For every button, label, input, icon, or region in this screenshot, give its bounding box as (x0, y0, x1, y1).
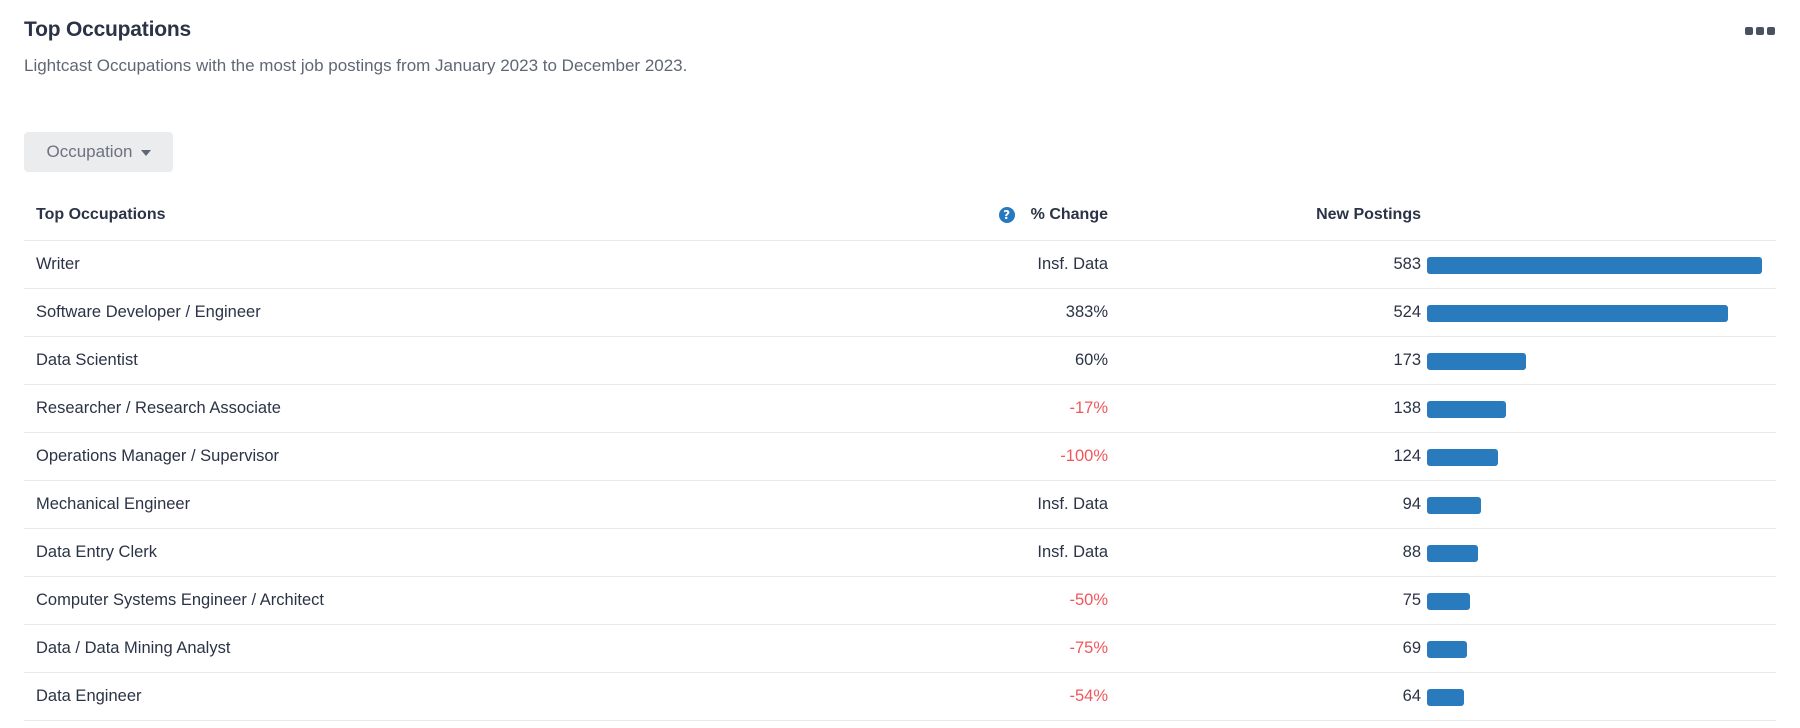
postings-bar-track (1427, 305, 1762, 322)
postings-bar (1427, 449, 1498, 466)
occupation-name: Operations Manager / Supervisor (36, 447, 280, 465)
new-postings-value: 75 (1402, 591, 1421, 609)
percent-change: -75% (1069, 639, 1108, 657)
occupation-dropdown-label: Occupation (46, 142, 133, 161)
new-postings-value: 583 (1393, 255, 1421, 273)
table-row[interactable]: Data Engineer -54% 64 (24, 673, 1776, 721)
column-header-change-label: % Change (1030, 206, 1108, 223)
more-dot (1745, 27, 1753, 35)
table-row[interactable]: Operations Manager / Supervisor -100% 124 (24, 433, 1776, 481)
more-dots-icon[interactable] (1744, 24, 1776, 38)
postings-bar (1427, 593, 1470, 610)
table-row[interactable]: Data Scientist 60% 173 (24, 337, 1776, 385)
occupation-name: Data Entry Clerk (36, 543, 158, 561)
postings-bar (1427, 545, 1478, 562)
postings-bar-track (1427, 545, 1762, 562)
new-postings-value: 138 (1393, 399, 1421, 417)
occupation-name: Researcher / Research Associate (36, 399, 281, 417)
new-postings-value: 94 (1402, 495, 1421, 513)
occupation-name: Software Developer / Engineer (36, 303, 261, 321)
postings-bar (1427, 401, 1506, 418)
new-postings-value: 88 (1402, 543, 1421, 561)
percent-change: -50% (1069, 591, 1108, 609)
more-dot (1767, 27, 1775, 35)
table-row[interactable]: Writer Insf. Data 583 (24, 241, 1776, 289)
postings-bar (1427, 497, 1481, 514)
table-row[interactable]: Researcher / Research Associate -17% 138 (24, 385, 1776, 433)
postings-bar-track (1427, 593, 1762, 610)
caret-down-icon (140, 150, 151, 156)
occupation-name: Data Scientist (36, 351, 138, 369)
table-header: Top Occupations ? % Change New Postings (24, 192, 1776, 241)
occupation-name: Mechanical Engineer (36, 495, 191, 513)
occupation-name: Computer Systems Engineer / Architect (36, 591, 324, 609)
column-header-change[interactable]: ? % Change (998, 206, 1108, 224)
occupation-dropdown[interactable]: Occupation (24, 132, 173, 172)
help-circle-icon[interactable]: ? (998, 207, 1015, 223)
table-body: Writer Insf. Data 583 Software Developer / … (24, 241, 1776, 721)
new-postings-value: 64 (1402, 687, 1421, 705)
postings-bar-track (1427, 353, 1762, 370)
percent-change: 383% (1065, 303, 1108, 321)
table-row[interactable]: Computer Systems Engineer / Architect -50… (24, 577, 1776, 625)
postings-bar (1427, 689, 1464, 706)
percent-change: Insf. Data (1037, 495, 1108, 513)
percent-change: -100% (1060, 447, 1108, 465)
postings-bar (1427, 353, 1526, 370)
percent-change: -54% (1069, 687, 1108, 705)
new-postings-value: 524 (1393, 303, 1421, 321)
occupation-name: Data Engineer (36, 687, 142, 705)
new-postings-value: 173 (1393, 351, 1421, 369)
occupations-table: Top Occupations ? % Change New Postings … (24, 192, 1776, 721)
postings-bar-track (1427, 449, 1762, 466)
table-row[interactable]: Data Entry Clerk Insf. Data 88 (24, 529, 1776, 577)
postings-bar (1427, 257, 1762, 274)
new-postings-value: 124 (1393, 447, 1421, 465)
table-row[interactable]: Mechanical Engineer Insf. Data 94 (24, 481, 1776, 529)
occupation-name: Writer (36, 255, 80, 273)
postings-bar-track (1427, 641, 1762, 658)
page-title: Top Occupations (24, 18, 191, 41)
percent-change: 60% (1074, 351, 1108, 369)
percent-change: Insf. Data (1037, 255, 1108, 273)
postings-bar-track (1427, 401, 1762, 418)
percent-change: Insf. Data (1037, 543, 1108, 561)
percent-change: -17% (1069, 399, 1108, 417)
postings-bar-track (1427, 689, 1762, 706)
postings-bar (1427, 305, 1728, 322)
postings-bar (1427, 641, 1467, 658)
top-occupations-panel: Top Occupations Lightcast Occupations wi… (24, 0, 1776, 728)
table-row[interactable]: Software Developer / Engineer 383% 524 (24, 289, 1776, 337)
page-subtitle: Lightcast Occupations with the most job … (24, 56, 688, 75)
new-postings-value: 69 (1402, 639, 1421, 657)
column-header-postings[interactable]: New Postings (1316, 206, 1421, 223)
postings-bar-track (1427, 497, 1762, 514)
occupation-name: Data / Data Mining Analyst (36, 639, 231, 657)
table-row[interactable]: Data / Data Mining Analyst -75% 69 (24, 625, 1776, 673)
postings-bar-track (1427, 257, 1762, 274)
column-header-occupation[interactable]: Top Occupations (36, 206, 166, 223)
more-dot (1756, 27, 1764, 35)
